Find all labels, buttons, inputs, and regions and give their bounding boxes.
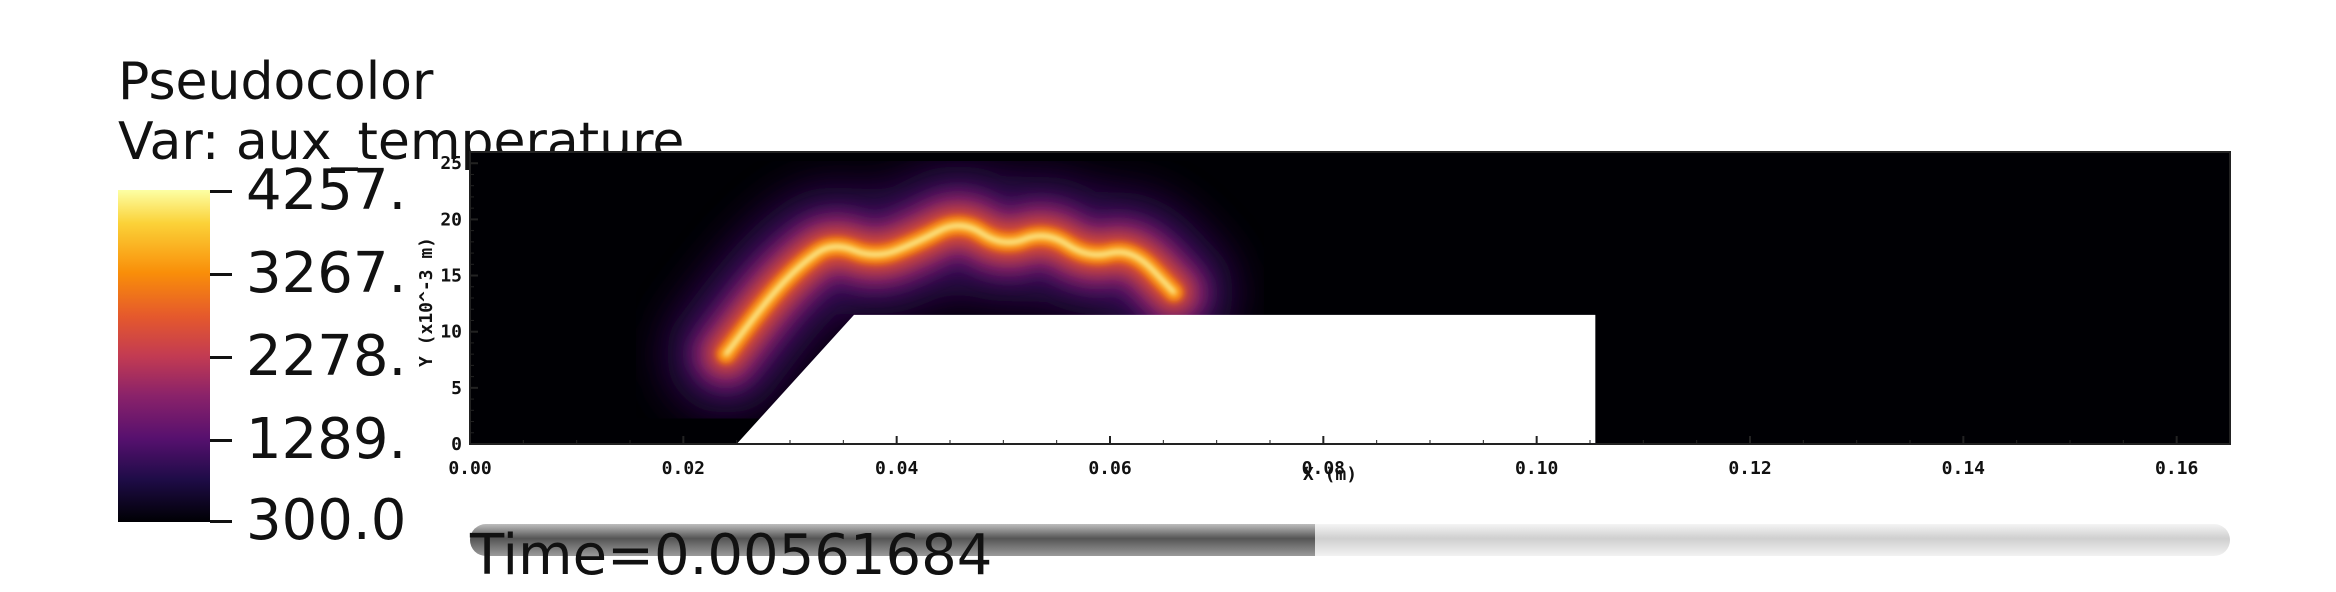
colorbar-tick [210, 190, 232, 193]
obstacle-step [736, 314, 1596, 444]
x-axis-label: X (m) [1303, 464, 1357, 485]
colorbar [118, 190, 210, 522]
x-tick-label: 0.00 [448, 458, 491, 479]
x-tick-label: 0.16 [2155, 458, 2198, 479]
x-tick-label: 0.02 [662, 458, 705, 479]
colorbar-tick [210, 439, 232, 442]
x-tick-label: 0.10 [1515, 458, 1558, 479]
legend-title: Pseudocolor [118, 52, 434, 112]
colorbar-label-2: 2278. [246, 324, 407, 389]
x-tick-label: 0.14 [1942, 458, 1986, 479]
colorbar-tick [210, 273, 232, 276]
time-progress-fill [470, 524, 1315, 556]
flame-region [666, 165, 1234, 415]
time-label: Time=0.00561684 [470, 523, 993, 588]
x-tick-label: 0.08 [1302, 458, 1345, 479]
axes: 0.00 0.02 0.04 0.06 0.08 0.10 0.12 0.14 0.16 0 5 10… [440, 151, 2231, 479]
y-tick-label: 5 [451, 378, 462, 399]
x-tick-label: 0.06 [1088, 458, 1131, 479]
y-tick-label: 20 [440, 209, 462, 230]
y-tick-label: 10 [440, 322, 462, 343]
colorbar-label-3: 3267. [246, 241, 407, 306]
colorbar-tick [210, 520, 232, 523]
time-progress-bar [470, 524, 2230, 556]
y-tick-label: 25 [440, 153, 462, 174]
y-tick-label: 0 [451, 434, 462, 455]
x-tick-label: 0.04 [875, 458, 919, 479]
flame-layer-4 [723, 223, 1177, 357]
colorbar-label-1: 1289. [246, 407, 407, 472]
y-axis-label: Y (x10^-3 m) [416, 237, 437, 367]
y-tick-label: 15 [440, 266, 462, 287]
colorbar-tick [210, 356, 232, 359]
colorbar-label-min: 300.0 [246, 488, 407, 553]
colorbar-label-max: 4257. [246, 158, 407, 223]
x-tick-label: 0.12 [1728, 458, 1771, 479]
